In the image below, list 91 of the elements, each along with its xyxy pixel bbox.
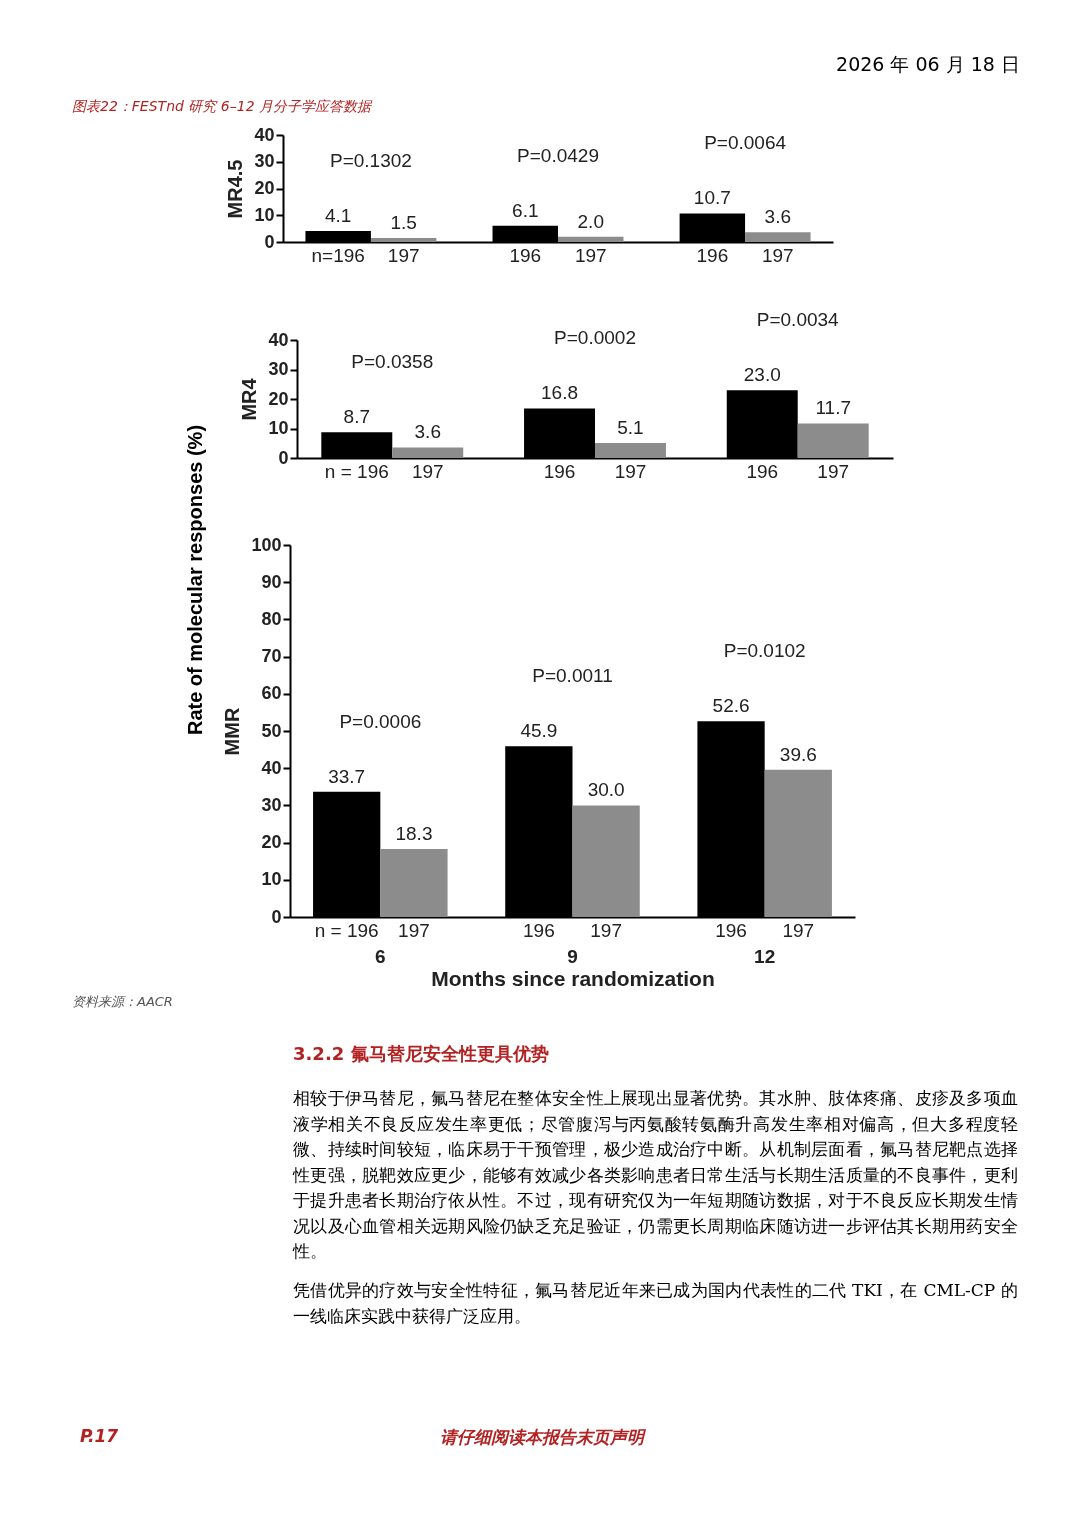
- data-label: 45.9: [520, 720, 558, 742]
- data-label: 6.1: [512, 199, 539, 221]
- bar: [595, 442, 666, 458]
- y-tick-label: 0: [278, 447, 289, 468]
- text: 凭借优异的疗效与安全性特征，氟马替尼近年来已成为国内代表性的二代 TKI，在 CML-CP 的一线临床实践中获得广泛应用。: [293, 1279, 1018, 1328]
- text: 197: [574, 245, 607, 266]
- data-label: 2.0: [577, 210, 604, 232]
- text: 相较于伊马替尼，氟马替尼在整体安全性上展现出显著优势。其水肿、肢体疼痛、皮疹及多项血液学相关不良反应发生率更低；尽管腹泻与丙氨酸转氨酶升高发生率相对偏高，但大多程度轻微、持续时间较短，临床易于干预管理，极少造成治疗中断。从机制层面看，氟马替尼靶点选择性更强，脱靶效应更少，能够有效减少各类影响患者日常生活与长期生活质量的不良事件，更利于提升患者长期治疗依从性。不过，现有研究仅为一年短期随访数据，对于不良反应长期发生情况以及心血管相关远期风险仍缺乏充足验证，仍需更长周期临床随访进一步评估其长期用药安全性。: [293, 1087, 1018, 1263]
- annotation: P=0.0064: [704, 132, 787, 154]
- y-tick-label: 70: [261, 646, 282, 667]
- text: P=0.0034: [756, 309, 840, 331]
- x-axis-title: Months since randomization: [431, 966, 715, 990]
- text: 196: [715, 920, 747, 941]
- text: Rate of molecular responses (%): [183, 424, 207, 736]
- annotation: P=0.0358: [351, 351, 434, 373]
- data-label: 3.6: [764, 206, 792, 228]
- y-axis-title: MMR: [221, 707, 244, 756]
- y-axis-title: MR4: [238, 377, 261, 421]
- y-tick-label: 10: [261, 869, 282, 890]
- bar: [764, 769, 832, 917]
- bar: [558, 236, 624, 242]
- x-tick-label: 6: [375, 945, 386, 967]
- text: 197: [761, 245, 794, 266]
- text: 197: [614, 461, 647, 482]
- y-tick-label: 60: [261, 683, 282, 704]
- x-tick-label: 12: [754, 945, 776, 967]
- text: 197: [817, 461, 850, 482]
- y-tick-label: 30: [254, 151, 275, 172]
- data-label: 11.7: [815, 397, 851, 419]
- bar: [370, 237, 437, 242]
- data-label: 33.7: [328, 765, 366, 787]
- y-tick-label: 20: [268, 388, 289, 409]
- annotation: P=0.0006: [339, 710, 422, 732]
- chart-title: 图表22：FESTnd 研究 6–12 月分子学应答数据: [72, 98, 371, 116]
- y-tick-label: 30: [268, 359, 289, 379]
- annotation: P=0.1302: [329, 150, 412, 172]
- bar: [797, 423, 869, 458]
- y-tick-label: 40: [254, 124, 275, 145]
- text: 2026 年 06 月 18 日: [836, 52, 1020, 77]
- x-tick-label: 9: [567, 945, 578, 967]
- y-tick-label: 10: [254, 204, 275, 225]
- text: 196: [746, 461, 779, 482]
- text: 197: [398, 920, 430, 941]
- text: 196: [543, 461, 576, 482]
- y-tick-label: 20: [254, 178, 275, 198]
- y-tick-label: 10: [268, 418, 289, 438]
- text: P.17: [80, 1426, 119, 1446]
- y-tick-label: 40: [268, 329, 289, 350]
- data-label: 5.1: [617, 416, 644, 438]
- text: 3.2.2 氟马替尼安全性更具优势: [293, 1042, 549, 1066]
- annotation: P=0.0429: [517, 144, 599, 166]
- annotation: P=0.0002: [554, 327, 636, 349]
- bar: [392, 447, 464, 458]
- annotation: P=0.0011: [532, 665, 613, 687]
- data-label: 18.3: [395, 822, 433, 844]
- y-axis-title: MR4.5: [224, 159, 247, 219]
- annotation: P=0.0102: [723, 640, 806, 662]
- bar: [572, 805, 640, 917]
- text: n = 196: [324, 461, 389, 482]
- y-tick-label: 0: [264, 231, 275, 252]
- bar: [745, 232, 811, 242]
- data-label: 30.0: [587, 779, 625, 801]
- text: 196: [509, 245, 542, 266]
- data-label: 10.7: [693, 187, 731, 209]
- bar: [380, 848, 448, 917]
- text: 197: [387, 245, 420, 266]
- y-tick-label: 40: [261, 757, 282, 778]
- text: n=196: [311, 245, 365, 266]
- data-label: 4.1: [324, 205, 352, 227]
- data-label: 16.8: [541, 382, 579, 404]
- data-label: 3.6: [414, 421, 441, 443]
- y-tick-label: 0: [271, 906, 282, 927]
- y-tick-label: 20: [261, 832, 282, 853]
- data-label: 1.5: [390, 211, 417, 233]
- data-label: 23.0: [743, 364, 781, 386]
- text: 资料来源：AACR: [72, 993, 173, 1011]
- y-tick-label: 30: [261, 794, 282, 815]
- y-tick-label: 100: [251, 534, 282, 555]
- data-label: 52.6: [712, 695, 750, 717]
- data-label: 8.7: [343, 406, 371, 428]
- y-tick-label: 90: [261, 571, 282, 592]
- text: 196: [523, 920, 555, 941]
- text: 请仔细阅读本报告末页声明: [440, 1426, 644, 1449]
- text: n = 196: [314, 920, 379, 941]
- text: 197: [590, 920, 622, 941]
- text: 197: [411, 461, 444, 482]
- text: 196: [696, 245, 729, 266]
- text: 197: [782, 920, 815, 941]
- y-tick-label: 50: [261, 720, 282, 741]
- y-tick-label: 80: [261, 608, 282, 629]
- data-label: 39.6: [779, 743, 817, 765]
